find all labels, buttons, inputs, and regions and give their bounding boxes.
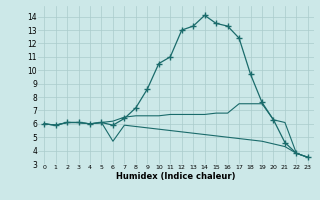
X-axis label: Humidex (Indice chaleur): Humidex (Indice chaleur)	[116, 172, 236, 181]
